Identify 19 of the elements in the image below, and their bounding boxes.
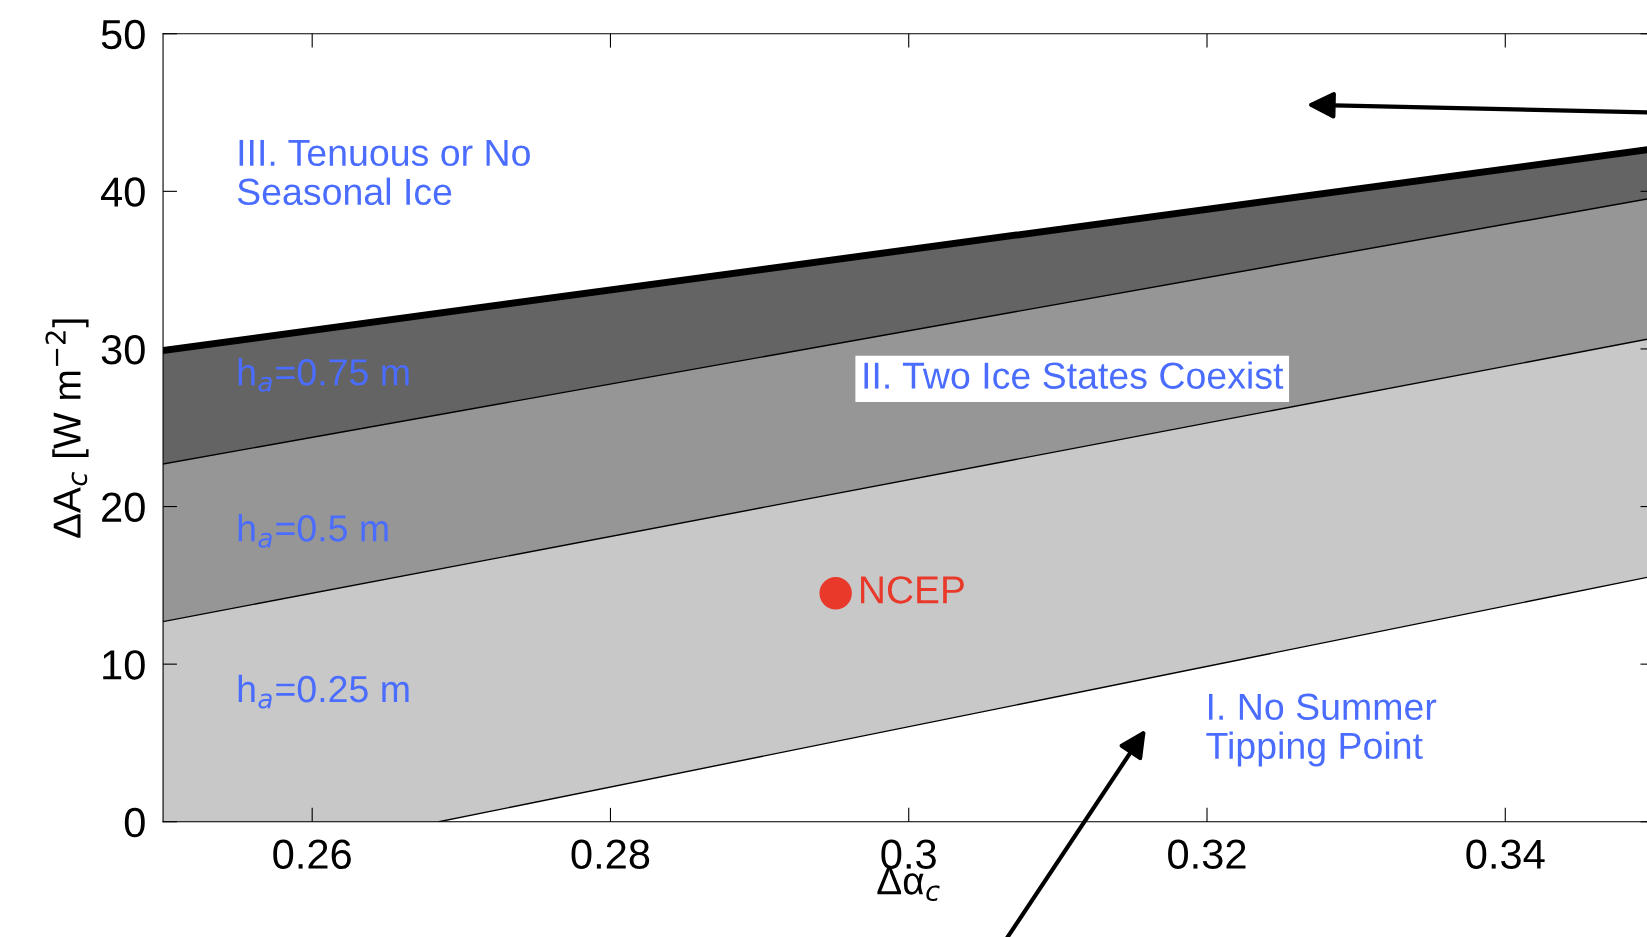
y-tick-label: 50 — [101, 19, 145, 50]
x-tick-label: 0.32 — [1168, 839, 1246, 870]
x-tick-label: 0.26 — [273, 839, 351, 870]
x-tick-label: 0.3 — [881, 839, 936, 870]
annotation: I. No Summer Tipping Point — [1206, 693, 1437, 767]
annotation: III. Tenuous or No Seasonal Ice — [237, 139, 530, 206]
y-tick-label: 10 — [103, 650, 145, 680]
y-tick-label: 20 — [102, 492, 145, 523]
annotation: II. Two Ice States Coexist — [864, 361, 1284, 389]
y-tick-label: 30 — [101, 334, 145, 365]
y-axis-title: ΔA$_{c}$ [W m$^{−2}$] — [45, 319, 89, 538]
y-tick-label: 40 — [101, 177, 145, 207]
annotation: h$_{a}$=0.75 m — [238, 358, 409, 392]
x-tick-label: 0.28 — [571, 839, 650, 870]
annotation: h$_{a}$=0.25 m — [238, 674, 409, 709]
x-tick-label: 0.34 — [1466, 839, 1545, 870]
y-tick-label: 0 — [124, 807, 145, 838]
series-label: NCEP — [861, 576, 964, 604]
annotation: h$_{a}$=0.5 m — [238, 514, 388, 548]
